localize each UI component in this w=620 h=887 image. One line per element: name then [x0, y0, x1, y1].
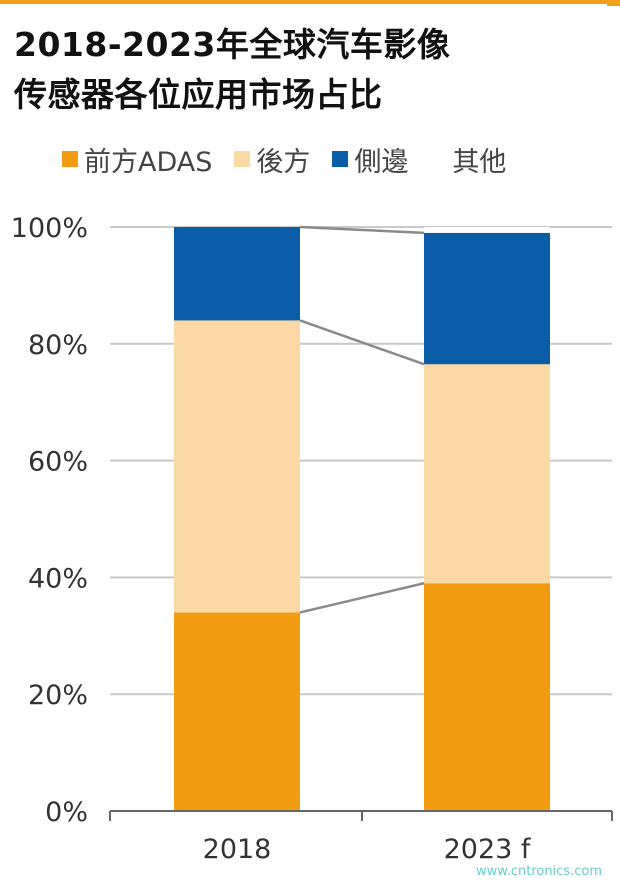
bar-segment-2-1 [174, 320, 300, 613]
legend-swatch [62, 151, 78, 167]
bar-segment-3-1 [174, 227, 300, 321]
title-line-1: 2018-2023年全球汽车影像 [14, 25, 451, 64]
legend-item-side: 側邊 [332, 140, 408, 179]
legend-swatch [430, 151, 447, 167]
legend-item-rear: 後方 [234, 140, 310, 179]
legend-label: 側邊 [354, 146, 409, 178]
legend-item-front-adas: 前方ADAS [62, 140, 212, 179]
bar-segment-2-2 [424, 364, 550, 584]
connector-line [299, 319, 425, 366]
chart-title: 2018-2023年全球汽车影像 传感器各位应用市场占比 [14, 20, 614, 120]
bar-segment-1-2 [424, 583, 550, 811]
watermark: www.cntronics.com [475, 864, 602, 879]
connector-line [299, 225, 425, 235]
y-tick-label: 100% [11, 213, 88, 244]
bar-segment-3-2 [424, 232, 550, 365]
x-tick-label: 2018 [203, 834, 272, 865]
legend-label: 其他 [452, 146, 507, 178]
connector-line [299, 582, 425, 614]
top-accent-bar [0, 0, 620, 4]
legend-swatch [332, 151, 349, 167]
bar-segment-4-2 [424, 227, 550, 233]
title-line-2: 传感器各位应用市场占比 [14, 75, 383, 114]
y-tick-label: 40% [28, 563, 88, 594]
y-tick-label: 80% [28, 330, 88, 361]
x-tick-label: 2023 f [444, 834, 532, 865]
legend-item-other: 其他 [430, 140, 506, 179]
y-tick-label: 20% [28, 680, 88, 711]
y-tick-label: 60% [28, 447, 88, 478]
legend-swatch [234, 151, 251, 167]
y-tick-label: 0% [45, 797, 88, 828]
legend-label: 後方 [256, 146, 311, 178]
chart-legend: 前方ADAS 後方 側邊 其他 [62, 138, 528, 180]
corner-accent [607, 0, 620, 6]
legend-label: 前方ADAS [84, 146, 213, 178]
bar-segment-1-1 [174, 612, 300, 811]
